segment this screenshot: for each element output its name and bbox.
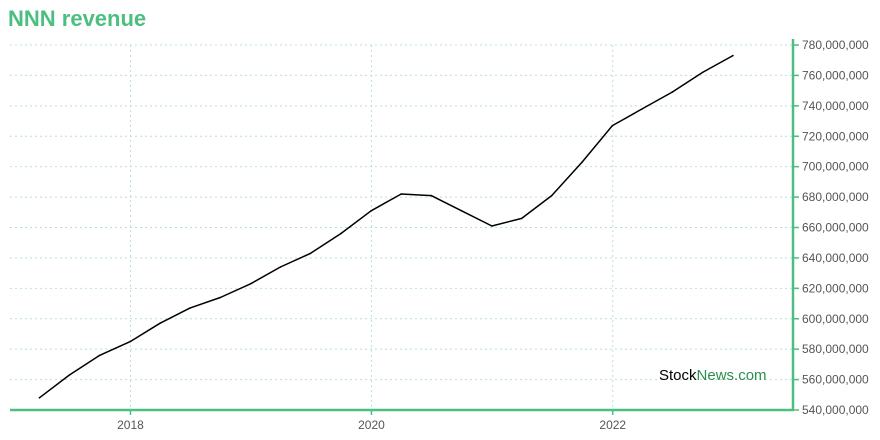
y-tick-label: 540,000,000 bbox=[802, 403, 869, 417]
y-axis-labels: 540,000,000 560,000,000 580,000,000 600,000… bbox=[802, 38, 869, 417]
grid bbox=[10, 44, 793, 410]
data-point bbox=[400, 193, 403, 195]
watermark-stock: Stock bbox=[659, 367, 697, 384]
y-tick-label: 780,000,000 bbox=[802, 38, 869, 52]
data-point bbox=[38, 397, 41, 399]
data-point bbox=[189, 307, 191, 309]
y-tick-label: 700,000,000 bbox=[802, 160, 869, 174]
watermark: StockNews.com bbox=[659, 367, 767, 384]
data-point bbox=[249, 283, 252, 285]
data-point bbox=[520, 217, 523, 220]
y-tick-label: 720,000,000 bbox=[802, 129, 869, 143]
axes bbox=[10, 39, 799, 415]
data-point bbox=[68, 374, 71, 376]
watermark-com: .com bbox=[734, 367, 767, 384]
data-point bbox=[159, 322, 161, 325]
data-point bbox=[340, 232, 342, 235]
data-point bbox=[581, 161, 583, 163]
y-tick-label: 660,000,000 bbox=[802, 221, 869, 235]
data-point bbox=[99, 354, 101, 357]
data-point bbox=[309, 252, 312, 255]
y-tick-label: 640,000,000 bbox=[802, 251, 869, 265]
series-group bbox=[38, 54, 734, 399]
data-point bbox=[460, 210, 463, 212]
y-tick-label: 580,000,000 bbox=[802, 342, 869, 356]
watermark-news: News bbox=[697, 367, 735, 384]
y-tick-label: 620,000,000 bbox=[802, 281, 869, 295]
data-point bbox=[219, 296, 222, 299]
chart-title: NNN revenue bbox=[8, 6, 147, 31]
data-point bbox=[671, 91, 673, 93]
data-point bbox=[491, 225, 493, 227]
y-tick-label: 680,000,000 bbox=[802, 190, 869, 204]
y-tick-label: 560,000,000 bbox=[802, 373, 869, 387]
x-axis-labels: 2018 2020 2022 bbox=[117, 418, 626, 432]
y-tick-label: 740,000,000 bbox=[802, 99, 869, 113]
data-point bbox=[279, 266, 282, 268]
revenue-line bbox=[38, 54, 734, 399]
data-point bbox=[701, 71, 704, 74]
y-tick-label: 760,000,000 bbox=[802, 68, 869, 82]
data-point bbox=[430, 194, 433, 197]
data-point bbox=[370, 210, 372, 212]
data-point bbox=[550, 194, 553, 197]
data-point bbox=[611, 124, 614, 127]
data-point bbox=[641, 108, 643, 110]
x-tick-label: 2020 bbox=[358, 418, 385, 432]
x-tick-label: 2022 bbox=[599, 418, 626, 432]
x-tick-label: 2018 bbox=[117, 418, 144, 432]
data-point bbox=[732, 54, 734, 57]
y-tick-label: 600,000,000 bbox=[802, 312, 869, 326]
data-point bbox=[129, 340, 131, 343]
